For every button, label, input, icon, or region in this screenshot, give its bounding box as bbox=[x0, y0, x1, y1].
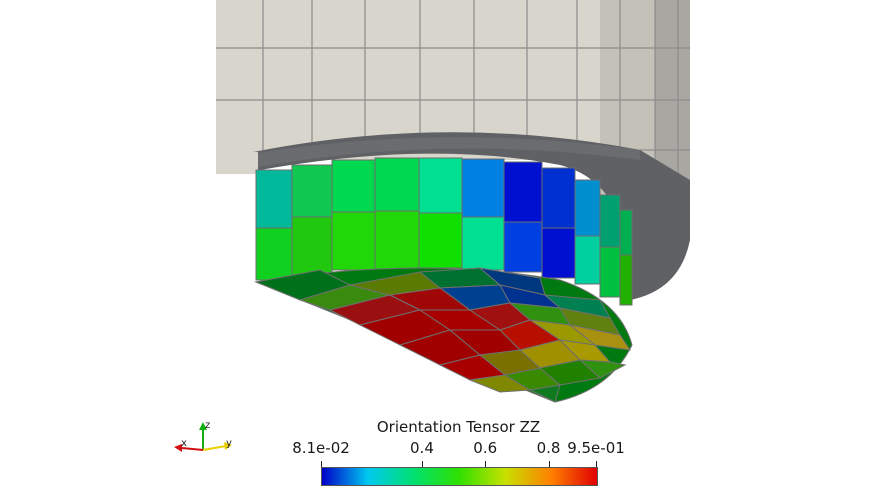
y-axis-arrow bbox=[224, 442, 232, 450]
x-axis-label: x bbox=[181, 438, 187, 449]
legend-tick-label: 8.1e-02 bbox=[292, 439, 350, 457]
x-axis-line bbox=[181, 447, 204, 451]
legend-tick-mark bbox=[321, 461, 322, 468]
y-axis-label: y bbox=[226, 438, 232, 449]
legend-tick-mark bbox=[422, 461, 423, 468]
colored-floor bbox=[254, 267, 633, 403]
colored-wall bbox=[255, 157, 633, 306]
legend-tick-label: 0.6 bbox=[473, 439, 498, 457]
grey-cylinder-body bbox=[216, 0, 690, 300]
legend-tick-label: 0.4 bbox=[410, 439, 434, 457]
colorbar bbox=[321, 467, 598, 486]
orientation-axes-widget: z y x bbox=[174, 420, 232, 452]
legend-tick-mark bbox=[596, 461, 597, 468]
z-axis-label: z bbox=[205, 420, 210, 431]
legend-title: Orientation Tensor ZZ bbox=[376, 418, 541, 436]
x-axis-arrow bbox=[174, 444, 182, 452]
z-axis-arrow bbox=[199, 422, 207, 430]
legend-tick-label: 0.8 bbox=[536, 439, 561, 457]
legend-tick-label: 9.5e-01 bbox=[567, 439, 625, 457]
y-axis-line bbox=[202, 445, 227, 451]
legend-tick-mark bbox=[485, 461, 486, 468]
legend-tick-mark bbox=[549, 461, 550, 468]
